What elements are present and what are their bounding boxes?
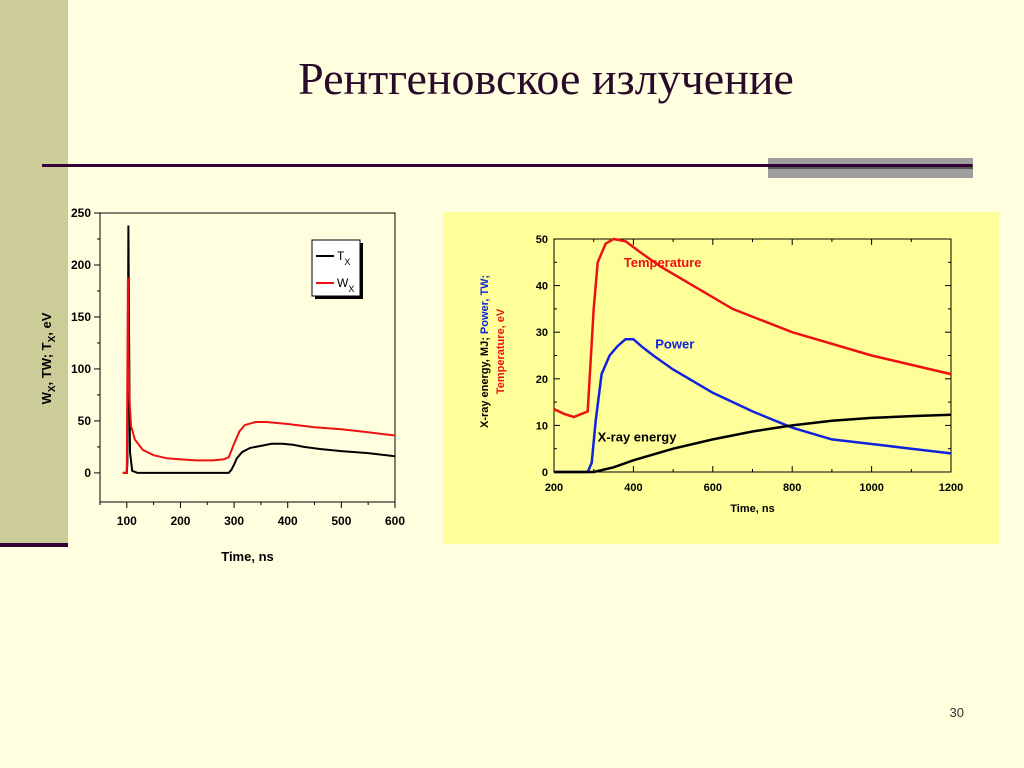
chart-xray-time-left: 0 50 100 150 200 250 100 200 300 400 500 600 Time, n… [20,195,420,575]
chart1-y-axis-label-part: X [47,385,58,392]
chart2-x-tick-label: 1200 [939,482,963,494]
slide-title: Рентгеновское излучение [298,53,794,104]
chart1-y-tick-label: 250 [71,206,91,220]
chart1-legend-subscript: X [344,257,350,267]
chart1-x-tick-label: 600 [385,514,405,528]
chart1-y-axis-label-part: X [47,335,58,342]
chart2-x-axis-label: Time, ns [730,503,774,515]
chart1-y-tick-label: 50 [78,414,92,428]
chart2-y-axis-label-part: Power, TW; [479,275,491,334]
chart2-svg: 0 10 20 30 40 50 200 400 600 800 1000 1200 Time, ns X… [479,234,963,515]
chart1-x-tick-label: 100 [117,514,137,528]
chart1-y-tick-label: 0 [84,466,91,480]
chart1-series-line-1 [122,277,396,474]
chart2-series-label-0: Temperature [624,255,702,270]
chart2-x-tick-label: 1000 [859,482,883,494]
chart1-legend-name: W [337,276,349,290]
chart2-series-line-1 [554,337,952,474]
chart2-series-line-2 [554,413,952,474]
chart2-series-label-1: Power [655,337,694,352]
chart1-x-tick-label: 400 [278,514,298,528]
chart1-y-axis-label-part: , eV [39,312,54,335]
chart1-x-tick-label: 300 [224,514,244,528]
chart1-y-axis-label-part: W [39,391,54,404]
chart2-x-tick-label: 800 [783,482,801,494]
title-rule [42,164,972,167]
chart1-y-axis-label-part: , TW; T [39,342,54,385]
chart1-x-tick-label: 500 [331,514,351,528]
chart1-legend-subscript: X [348,284,354,294]
chart1-y-tick-label: 150 [71,310,91,324]
chart1-legend-label-1: WX [337,276,354,294]
chart2-x-tick-label: 400 [624,482,642,494]
chart2-y-axis-label-line2: Temperature, eV [495,308,507,394]
chart1-y-tick-label: 100 [71,362,91,376]
chart2-series-label-2: X-ray energy [598,430,678,445]
chart1-series-line-0 [122,225,396,474]
chart1-legend-box [311,239,361,297]
chart1-x-tick-label: 200 [170,514,190,528]
chart2-y-tick-label: 20 [536,374,548,386]
chart1-y-tick-label: 200 [71,258,91,272]
chart2-x-tick-label: 200 [545,482,563,494]
chart1-y-axis-label: WX, TW; TX, eV [39,312,58,404]
chart2-y-axis-label-part: X-ray energy, MJ; [479,334,491,428]
chart2-y-tick-label: 50 [536,234,548,246]
chart1-legend-label-0: TX [337,249,350,267]
chart2-y-tick-label: 30 [536,327,548,339]
chart2-x-tick-label: 600 [704,482,722,494]
chart2-y-tick-label: 40 [536,281,548,293]
chart-xray-time-right: 0 10 20 30 40 50 200 400 600 800 1000 1200 Time, ns X… [443,212,999,544]
page-number: 30 [949,705,964,720]
chart1-legend-name: T [337,249,345,263]
chart1-svg: 0 50 100 150 200 250 100 200 300 400 500 600 Time, n… [39,206,405,564]
chart2-series-line-0 [553,237,952,419]
chart1-plot-frame [99,212,396,503]
chart2-y-tick-label: 10 [536,420,548,432]
chart2-y-tick-label: 0 [542,467,548,479]
left-decor-line [0,543,68,547]
chart2-y-axis-label: X-ray energy, MJ; Power, TW; [479,275,491,428]
chart1-x-axis-label: Time, ns [221,549,274,564]
left-decor-strip [0,0,68,546]
